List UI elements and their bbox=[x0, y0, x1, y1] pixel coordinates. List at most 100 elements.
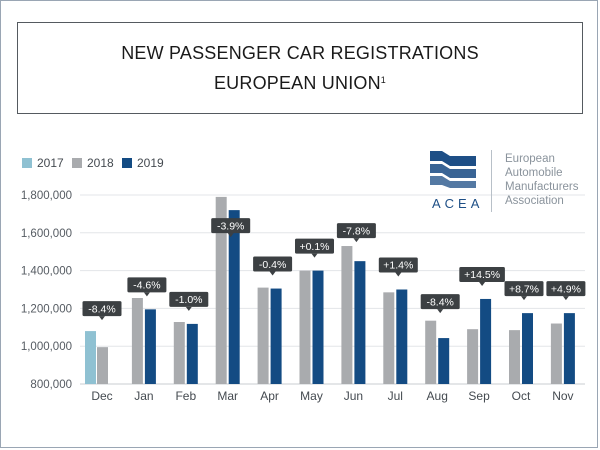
annotation-callout: +1.4% bbox=[378, 257, 418, 277]
annotations-layer: -8.4% -4.6% -1.0% -3.9% -0.4% +0.1% -7.8% +1.4%… bbox=[82, 218, 586, 321]
legend-swatch-2017 bbox=[22, 158, 32, 168]
annotation-callout: -4.6% bbox=[127, 277, 167, 297]
acea-brand-text: ACEA bbox=[432, 196, 484, 211]
title-footnote-marker: 1 bbox=[380, 75, 387, 85]
bar-2018-Nov bbox=[550, 323, 562, 384]
annotation-box bbox=[82, 301, 122, 317]
logo-divider bbox=[491, 150, 492, 212]
org-line-1: European bbox=[505, 153, 555, 165]
annotation-callout: -0.4% bbox=[253, 256, 293, 276]
x-tick-label: Sep bbox=[468, 389, 490, 403]
bar-2018-Jun bbox=[341, 246, 353, 384]
bar-2018-Jan bbox=[131, 298, 143, 384]
legend-swatch-2018 bbox=[72, 158, 82, 168]
legend: 2017 2018 2019 bbox=[22, 156, 164, 170]
bar-2018-Apr bbox=[257, 287, 269, 384]
annotation-box bbox=[378, 257, 418, 273]
annotation-label: +4.9% bbox=[551, 283, 581, 295]
bar-2019-Apr bbox=[270, 288, 282, 384]
annotation-label: +0.1% bbox=[299, 241, 329, 253]
annotation-callout: +8.7% bbox=[504, 281, 544, 301]
annotation-label: -1.0% bbox=[175, 294, 202, 306]
annotation-label: -8.4% bbox=[88, 303, 115, 315]
bar-2018-May bbox=[299, 270, 311, 384]
annotation-pointer bbox=[353, 238, 360, 243]
annotation-box bbox=[459, 266, 505, 282]
chart-title-line2: EUROPEAN UNION1 bbox=[18, 73, 582, 94]
annotation-label: +1.4% bbox=[383, 260, 413, 272]
bar-2019-Sep bbox=[480, 298, 492, 384]
legend-label-2019: 2019 bbox=[137, 156, 164, 170]
bar-2019-Mar bbox=[228, 210, 240, 384]
legend-label-2017: 2017 bbox=[37, 156, 64, 170]
annotation-box bbox=[336, 223, 376, 239]
annotation-label: +14.5% bbox=[464, 269, 500, 281]
bar-2018-Dec bbox=[97, 347, 108, 384]
x-tick-label: Jan bbox=[134, 389, 153, 403]
bar-2018-Jul bbox=[383, 292, 395, 384]
bar-2019-Jan bbox=[144, 309, 156, 384]
x-tick-label: Dec bbox=[91, 389, 112, 403]
y-tick-label: 1,400,000 bbox=[21, 266, 72, 278]
annotation-box bbox=[127, 277, 167, 293]
x-tick-label: Jul bbox=[388, 389, 403, 403]
y-tick-label: 1,600,000 bbox=[21, 228, 72, 240]
annotation-label: +8.7% bbox=[509, 283, 539, 295]
annotation-callout: -7.8% bbox=[336, 223, 376, 243]
bar-2019-Nov bbox=[563, 313, 575, 384]
bar-2017-Dec bbox=[85, 331, 96, 384]
annotation-box bbox=[504, 281, 544, 297]
annotation-label: -3.9% bbox=[217, 220, 244, 232]
annotation-callout: -8.4% bbox=[420, 294, 460, 314]
annotation-box bbox=[211, 218, 251, 234]
annotation-pointer bbox=[269, 271, 276, 276]
bar-2019-Feb bbox=[186, 323, 198, 384]
x-tick-label: Feb bbox=[175, 389, 196, 403]
annotation-label: -8.4% bbox=[426, 296, 453, 308]
annotation-label: -0.4% bbox=[259, 259, 286, 271]
bar-2019-Oct bbox=[522, 313, 533, 384]
annotation-pointer bbox=[479, 281, 486, 286]
x-tick-label: Oct bbox=[512, 389, 531, 403]
org-line-2: Automobile bbox=[505, 167, 563, 179]
annotation-box bbox=[253, 256, 293, 272]
annotation-pointer bbox=[311, 253, 318, 258]
y-tick-label: 800,000 bbox=[30, 379, 72, 391]
x-tick-label: Jun bbox=[344, 389, 363, 403]
bar-2018-Aug bbox=[425, 320, 437, 384]
annotation-pointer bbox=[437, 309, 444, 314]
annotation-pointer bbox=[395, 272, 402, 277]
bar-2018-Feb bbox=[173, 322, 185, 384]
bar-2018-Oct bbox=[509, 330, 520, 384]
org-line-3: Manufacturers bbox=[505, 181, 579, 193]
annotation-callout: +4.9% bbox=[546, 281, 586, 301]
bar-2019-Jul bbox=[396, 289, 408, 384]
bar-2019-May bbox=[312, 270, 324, 384]
x-tick-label: Apr bbox=[260, 389, 279, 403]
y-tick-label: 1,000,000 bbox=[21, 341, 72, 353]
annotation-pointer bbox=[143, 292, 150, 297]
annotation-pointer bbox=[99, 316, 105, 321]
bar-2018-Mar bbox=[215, 196, 227, 384]
x-tick-label: Nov bbox=[552, 389, 573, 403]
org-line-4: Association bbox=[505, 195, 564, 207]
bar-2019-Aug bbox=[438, 338, 450, 384]
annotation-callout: -3.9% bbox=[211, 218, 251, 238]
x-tick-label: Aug bbox=[427, 389, 448, 403]
bar-2018-Sep bbox=[467, 329, 479, 384]
legend-swatch-2019 bbox=[122, 158, 132, 168]
y-tick-label: 1,200,000 bbox=[21, 303, 72, 315]
labels-layer: 800,000 1,000,000 1,200,000 1,400,000 1,600,… bbox=[21, 190, 574, 403]
annotation-callout: +14.5% bbox=[459, 266, 505, 286]
chart-title-line1: NEW PASSENGER CAR REGISTRATIONS bbox=[121, 43, 479, 63]
legend-label-2018: 2018 bbox=[87, 156, 114, 170]
logo-org-name: European Automobile Manufacturers Associ… bbox=[505, 152, 579, 208]
annotation-pointer bbox=[521, 296, 527, 301]
annotation-pointer bbox=[562, 296, 569, 301]
annotation-box bbox=[295, 238, 334, 254]
x-tick-label: Mar bbox=[217, 389, 238, 403]
annotation-pointer bbox=[227, 233, 234, 238]
annotation-label: -7.8% bbox=[343, 225, 370, 237]
